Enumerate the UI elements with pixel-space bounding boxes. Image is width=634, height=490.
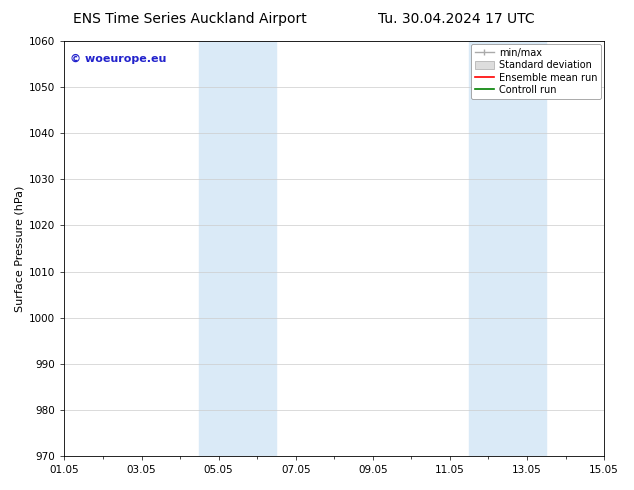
Bar [199,41,276,456]
Text: © woeurope.eu: © woeurope.eu [70,53,166,64]
Text: Tu. 30.04.2024 17 UTC: Tu. 30.04.2024 17 UTC [378,12,535,26]
Legend: min/max, Standard deviation, Ensemble mean run, Controll run: min/max, Standard deviation, Ensemble me… [470,44,601,99]
Bar [469,41,547,456]
Text: ENS Time Series Auckland Airport: ENS Time Series Auckland Airport [74,12,307,26]
Y-axis label: Surface Pressure (hPa): Surface Pressure (hPa) [15,185,25,312]
